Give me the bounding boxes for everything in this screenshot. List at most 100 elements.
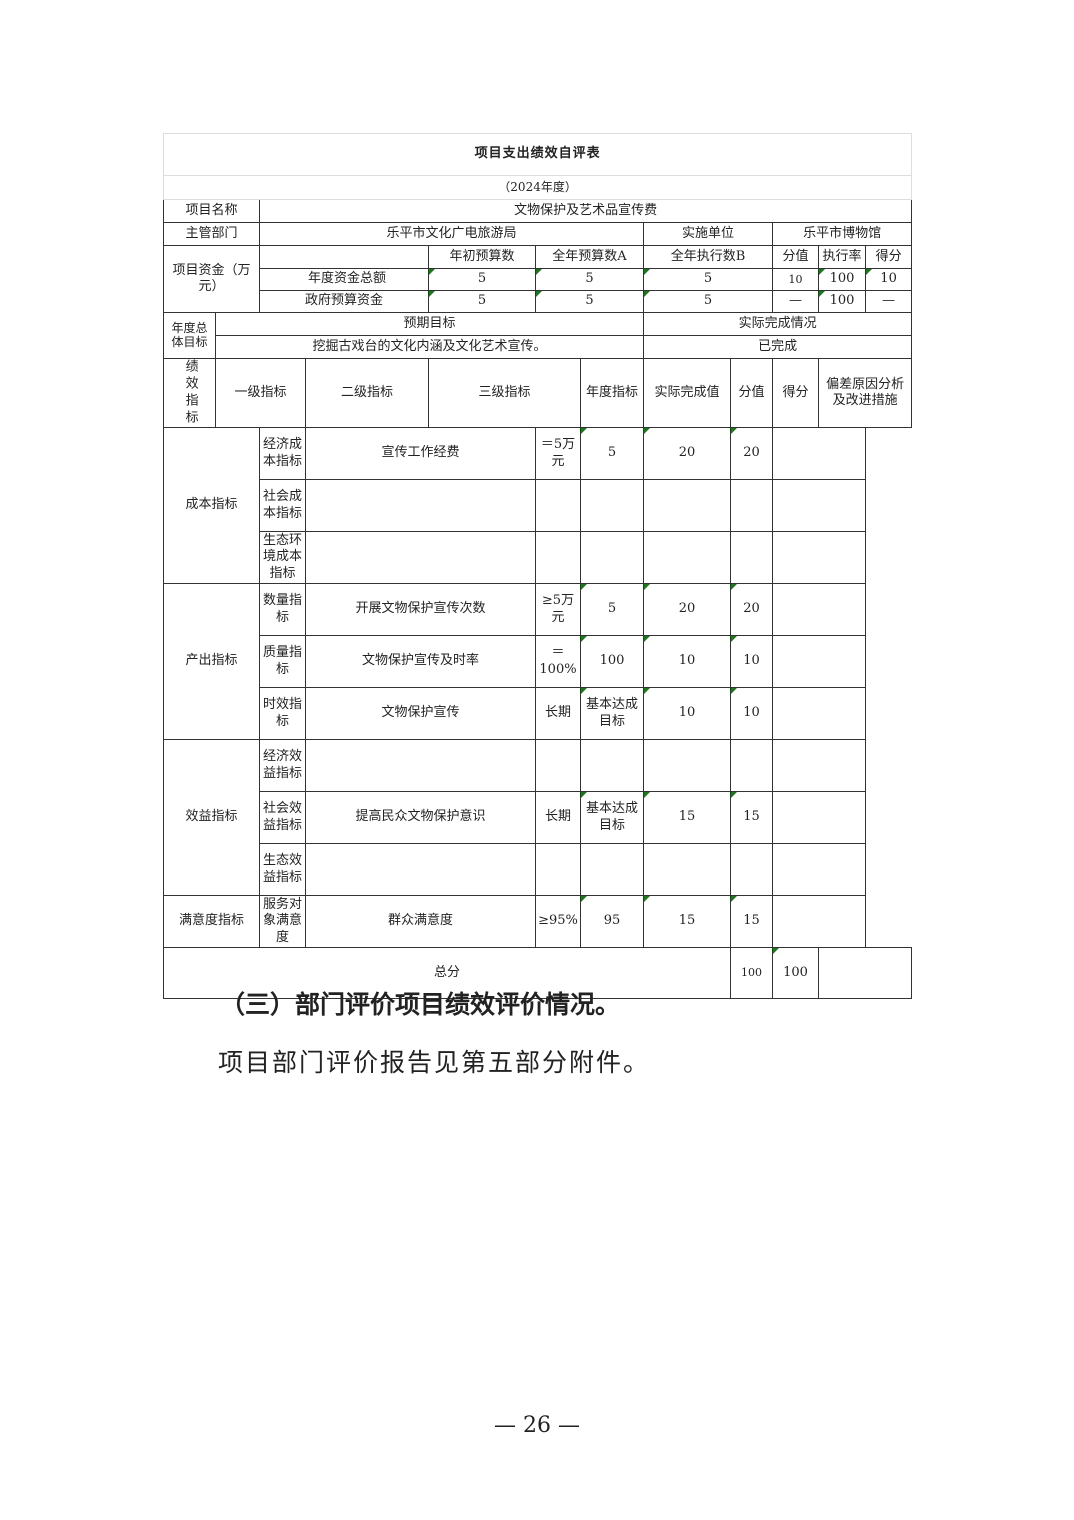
perf-label: 绩效指标 (163, 358, 216, 428)
blank-cell (817, 947, 913, 999)
fund-value: 5 (428, 290, 536, 313)
fund-value: 10 (772, 268, 819, 291)
weight-value: 15 (643, 791, 731, 844)
paragraph: 项目部门评价报告见第五部分附件。 (218, 1048, 651, 1077)
total-row: 总分 100 100 (163, 947, 913, 999)
level2-indicator: 质量指标 (259, 635, 306, 688)
score-value (730, 531, 773, 584)
score-value: 20 (730, 583, 773, 636)
deviation-note (772, 687, 866, 740)
level3-indicator: 文物保护宣传 (305, 687, 536, 740)
level3-indicator (305, 739, 536, 792)
deviation-note (772, 843, 866, 896)
deviation-note (772, 583, 866, 636)
year-label: （2024年度） (162, 175, 913, 200)
actual-value (580, 531, 644, 584)
total-weight: 100 (730, 947, 773, 999)
fund-header: 全年预算数A (535, 245, 644, 269)
fund-value: 100 (818, 290, 866, 313)
actual-status: 已完成 (642, 335, 913, 359)
perf-header: 年度指标 (580, 358, 644, 428)
deviation-note (772, 791, 866, 844)
actual-value: 5 (580, 583, 644, 636)
actual-value (580, 739, 644, 792)
annual-target: ＝5万元 (535, 427, 581, 480)
fund-value: 10 (864, 268, 913, 291)
table-row: 生态环境成本指标 (164, 531, 912, 584)
level1-indicator: 产出指标 (163, 583, 260, 740)
level3-indicator (305, 531, 536, 584)
table-row: 时效指标 文物保护宣传 长期 基本达成目标 10 10 (164, 687, 912, 740)
perf-header: 分值 (730, 358, 773, 428)
actual-value: 100 (580, 635, 644, 688)
level3-indicator: 宣传工作经费 (305, 427, 536, 480)
actual-value: 基本达成目标 (580, 791, 644, 844)
actual-value (580, 479, 644, 532)
table-row: 质量指标 文物保护宣传及时率 ＝100% 100 10 10 (164, 635, 912, 688)
level2-indicator: 生态环境成本指标 (259, 531, 306, 584)
fund-value: 5 (535, 268, 644, 291)
perf-header: 一级指标 (215, 358, 306, 428)
score-value: 20 (730, 427, 773, 480)
weight-value: 20 (643, 427, 731, 480)
fund-value: 5 (643, 290, 773, 313)
unit-label: 实施单位 (643, 222, 773, 246)
table-row: 社会成本指标 (164, 479, 912, 532)
level2-indicator: 服务对象满意度 (259, 895, 306, 948)
fund-header: 执行率 (818, 245, 866, 269)
weight-value (643, 531, 731, 584)
blank-cell (259, 245, 429, 269)
fund-value: 100 (818, 268, 866, 291)
deviation-note (772, 479, 866, 532)
fund-header: 分值 (772, 245, 819, 269)
perf-header: 偏差原因分析及改进措施 (817, 358, 913, 428)
annual-target (535, 479, 581, 532)
goal-label: 年度总体目标 (163, 312, 216, 359)
table-row: 产出指标 数量指标 开展文物保护宣传次数 ≥5万元 5 20 20 (163, 583, 912, 740)
project-name-label: 项目名称 (163, 199, 260, 223)
score-value: 15 (730, 791, 773, 844)
score-value (730, 479, 773, 532)
dept-value: 乐平市文化广电旅游局 (259, 222, 644, 246)
deviation-note (772, 635, 866, 688)
perf-header: 三级指标 (428, 358, 581, 428)
weight-value: 20 (643, 583, 731, 636)
score-value (730, 739, 773, 792)
level1-indicator: 满意度指标 (163, 895, 260, 948)
total-score: 100 (772, 947, 819, 999)
annual-target: 长期 (535, 791, 581, 844)
table-title: 项目支出绩效自评表 (162, 133, 913, 176)
level2-indicator: 社会效益指标 (259, 791, 306, 844)
table-row: 社会效益指标 提高民众文物保护意识 长期 基本达成目标 15 15 (164, 791, 912, 844)
annual-target: ≥5万元 (535, 583, 581, 636)
annual-target: ＝100% (535, 635, 581, 688)
section-heading: （三）部门评价项目绩效评价情况。 (220, 990, 621, 1019)
performance-table: 项目支出绩效自评表 （2024年度） 项目名称 文物保护及艺术品宣传费 主管部门乐… (162, 133, 913, 999)
fund-header: 年初预算数 (428, 245, 536, 269)
page-number: — 26 — (494, 1413, 580, 1438)
level3-indicator: 提高民众文物保护意识 (305, 791, 536, 844)
actual-value: 基本达成目标 (580, 687, 644, 740)
score-value: 10 (730, 635, 773, 688)
deviation-note (772, 895, 866, 948)
annual-target (535, 531, 581, 584)
weight-value (643, 843, 731, 896)
level3-indicator: 开展文物保护宣传次数 (305, 583, 536, 636)
fund-row-label: 年度资金总额 (259, 268, 429, 291)
level3-indicator (305, 479, 536, 532)
level2-indicator: 生态效益指标 (259, 843, 306, 896)
fund-header: 得分 (864, 245, 913, 269)
fund-value: 5 (535, 290, 644, 313)
level2-indicator: 经济成本指标 (259, 427, 306, 480)
annual-target (535, 739, 581, 792)
table-row: 效益指标 经济效益指标 (163, 739, 912, 896)
weight-value: 10 (643, 635, 731, 688)
fund-value: — (772, 290, 819, 313)
fund-row-label: 政府预算资金 (259, 290, 429, 313)
deviation-note (772, 531, 866, 584)
level2-indicator: 时效指标 (259, 687, 306, 740)
actual-value (580, 843, 644, 896)
expected-goal-header: 预期目标 (215, 312, 644, 336)
dept-label: 主管部门 (163, 222, 260, 246)
